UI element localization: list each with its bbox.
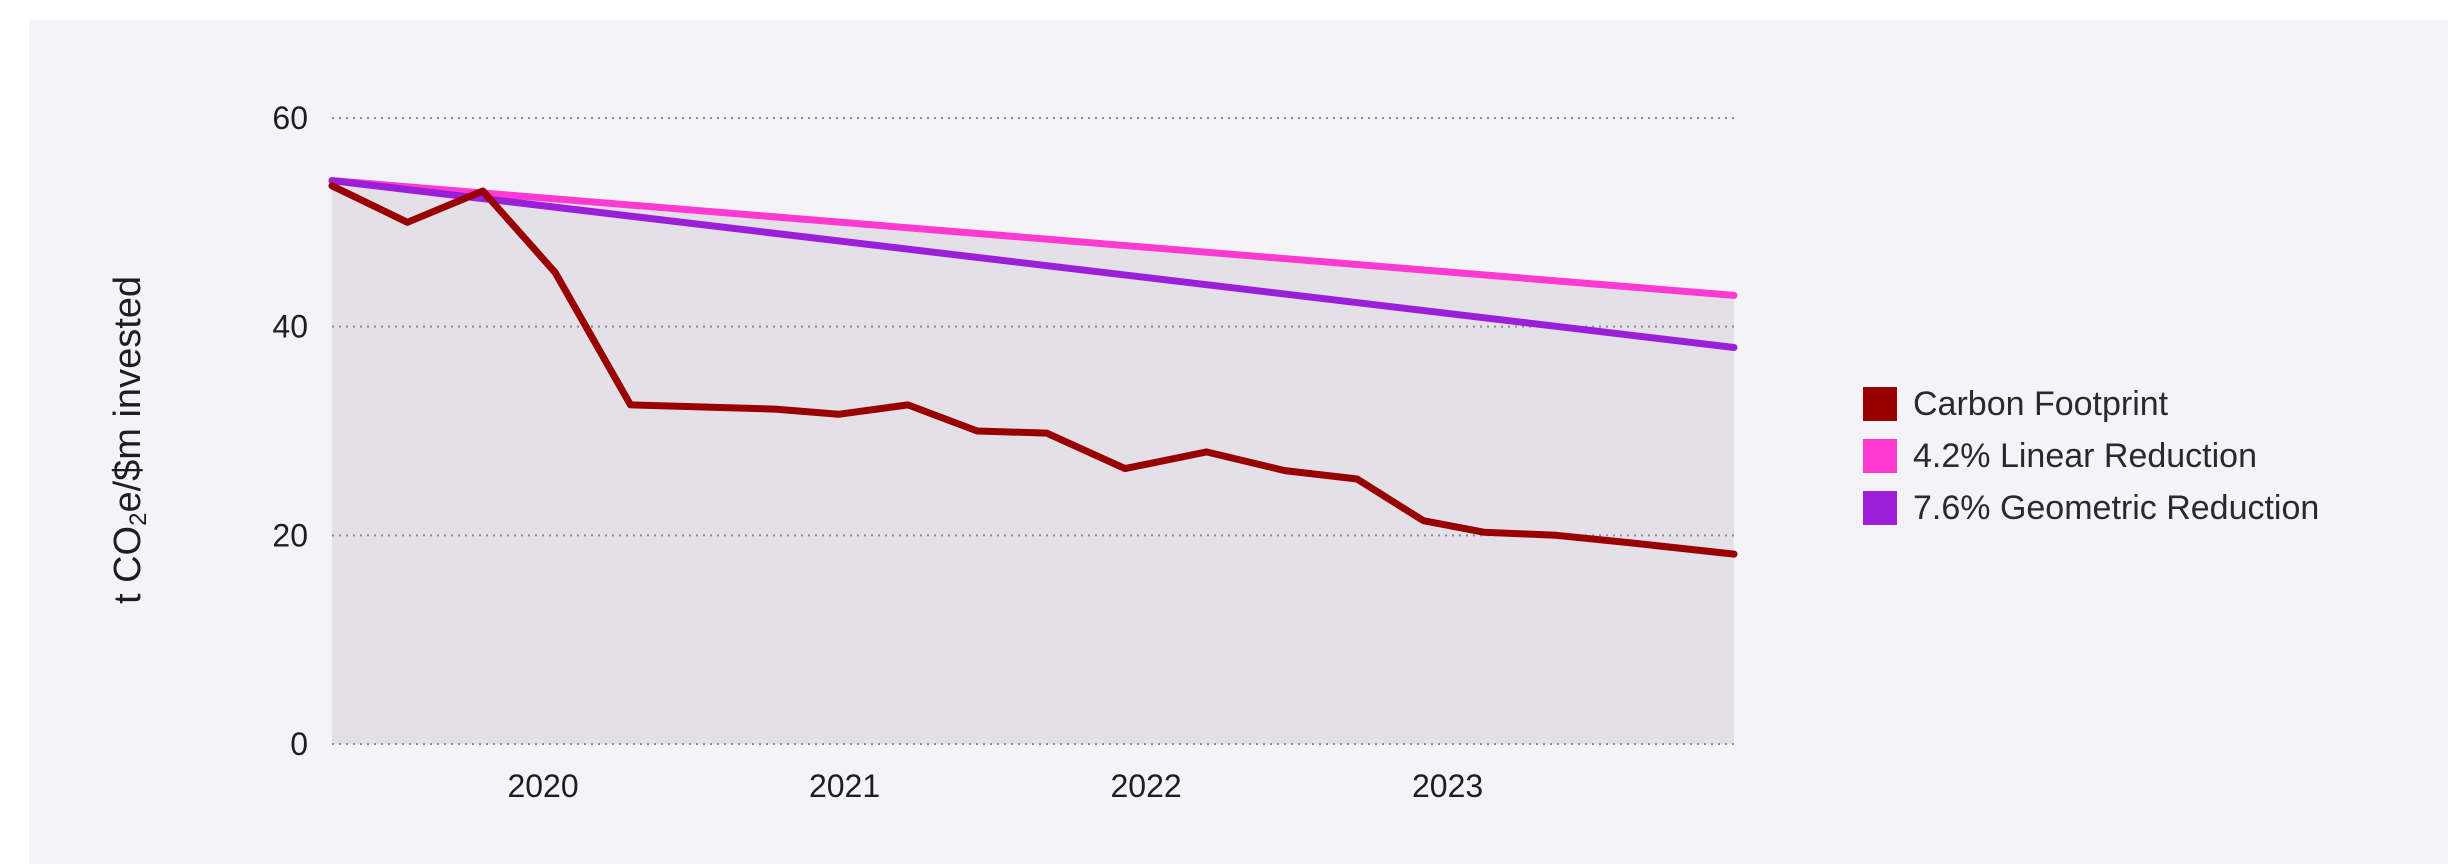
legend-item: Carbon Footprint (1863, 378, 2319, 430)
x-axis-ticks: 2020 2021 2022 2023 (507, 768, 1483, 804)
legend-swatch (1863, 439, 1897, 473)
series-line-carbon-footprint (328, 182, 1738, 558)
shaded-area (332, 180, 1734, 745)
x-tick-label: 2022 (1110, 768, 1181, 804)
legend-swatch (1863, 387, 1897, 421)
shaded-area-layer (332, 180, 1734, 745)
y-axis-title-suffix: e/$m invested (107, 276, 149, 513)
y-tick-label: 40 (272, 309, 308, 345)
legend-label: Carbon Footprint (1913, 384, 2169, 423)
y-axis-ticks: 0 20 40 60 (272, 100, 308, 762)
x-tick-label: 2023 (1412, 768, 1483, 804)
x-tick-label: 2021 (809, 768, 880, 804)
y-axis-title-prefix: t CO (107, 526, 149, 604)
gridlines (332, 117, 1734, 745)
legend-label: 4.2% Linear Reduction (1913, 436, 2258, 475)
legend-swatch (1863, 491, 1897, 525)
y-tick-label: 20 (272, 517, 308, 553)
y-tick-label: 60 (272, 100, 308, 136)
legend-item: 4.2% Linear Reduction (1863, 430, 2319, 482)
series-lines (328, 177, 1738, 558)
series-line-4-2-linear-reduction (328, 177, 1738, 299)
y-axis-title-subscript: 2 (125, 513, 152, 526)
y-axis-title: t CO2e/$m invested (107, 276, 152, 604)
legend-item: 7.6% Geometric Reduction (1863, 482, 2319, 534)
series-line-7-6-geometric-reduction (328, 177, 1738, 351)
legend: Carbon Footprint 4.2% Linear Reduction 7.6… (1863, 378, 2319, 534)
y-tick-label: 0 (290, 726, 308, 762)
legend-label: 7.6% Geometric Reduction (1913, 488, 2320, 527)
x-tick-label: 2020 (507, 768, 578, 804)
